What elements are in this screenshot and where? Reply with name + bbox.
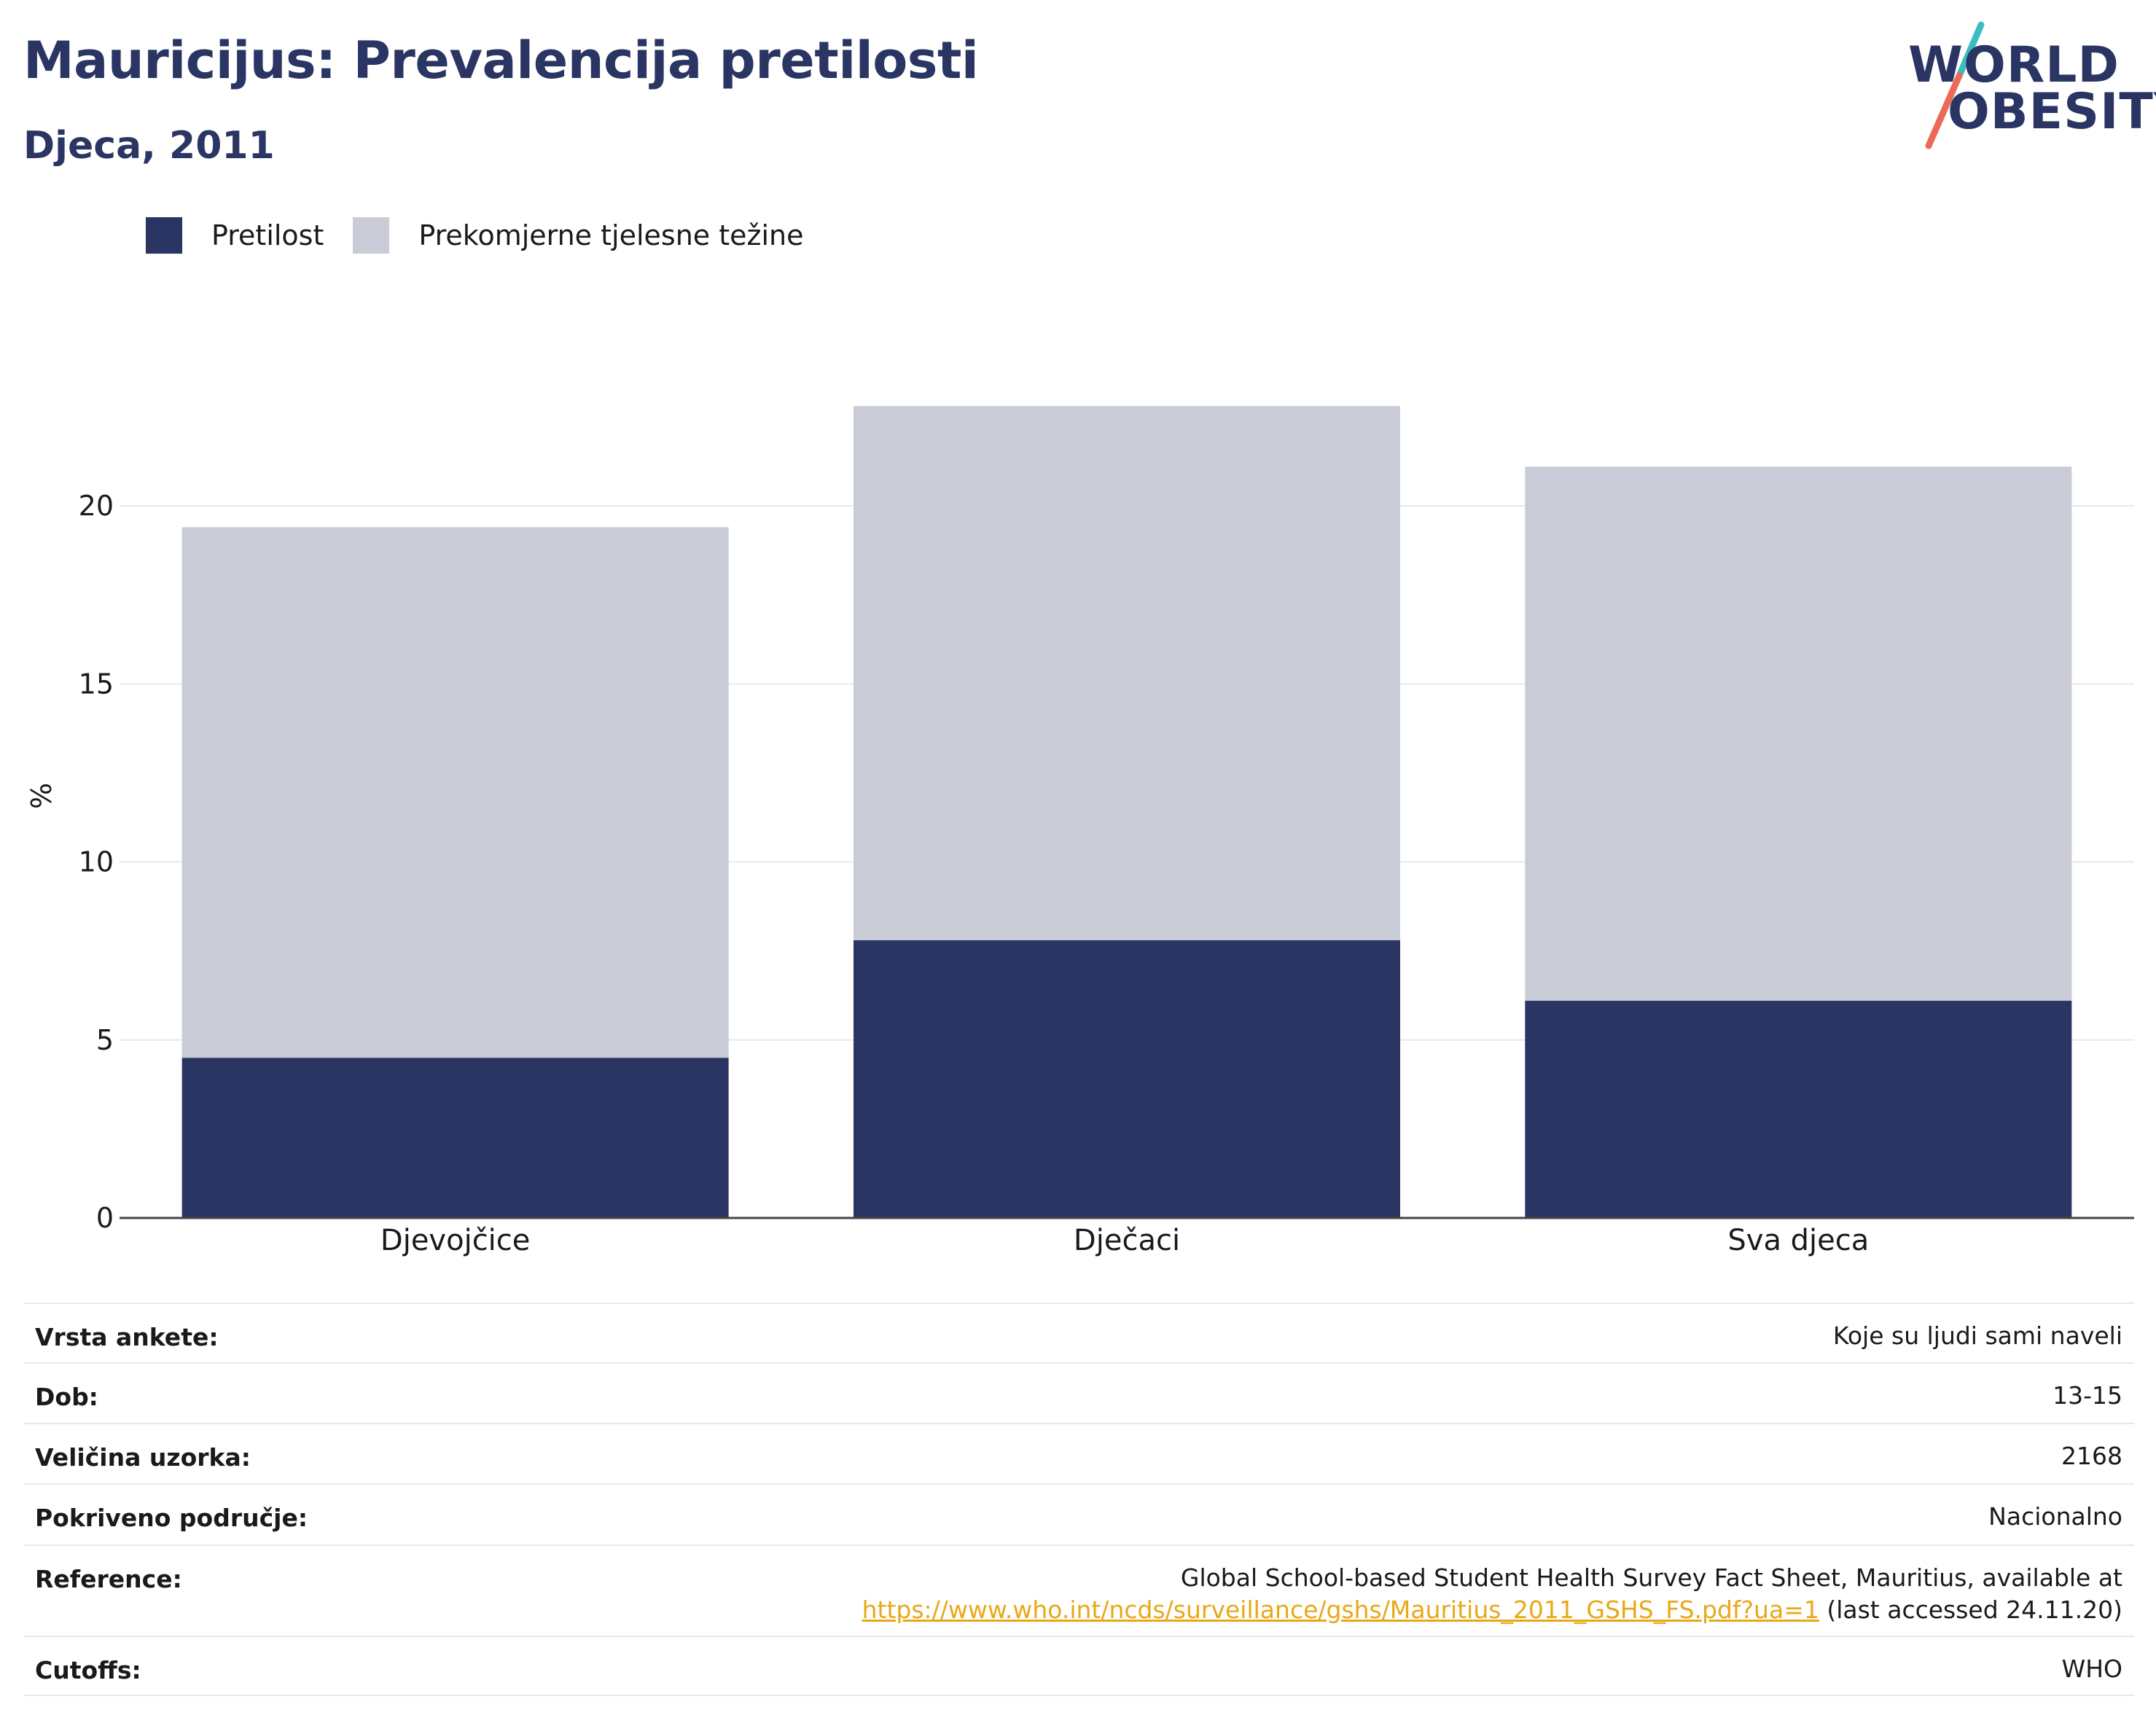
y-axis-label: % [26, 783, 58, 809]
info-row-cutoffs: Cutoffs: WHO [23, 1636, 2134, 1696]
legend-item-obesity[interactable]: Pretilost [146, 217, 324, 254]
info-value-coverage: Nacionalno [1988, 1502, 2122, 1531]
chart-subtitle: Djeca, 2011 [23, 124, 275, 168]
legend-swatch-overweight [353, 217, 390, 254]
info-key-sample-size: Veličina uzorka: [35, 1443, 251, 1472]
info-row-reference: Reference: Global School-based Student H… [23, 1544, 2134, 1636]
chart-title: Mauricijus: Prevalencija pretilosti [23, 31, 979, 90]
y-tick-label: 20 [79, 490, 114, 522]
info-value-age: 13-15 [2053, 1381, 2122, 1410]
reference-text: Global School-based Student Health Surve… [1180, 1563, 2122, 1592]
world-obesity-logo: WORLD OBESITY [1902, 20, 2156, 152]
bar-obesity[interactable] [1525, 1001, 2072, 1218]
y-tick-label: 5 [96, 1024, 114, 1056]
bar-overweight[interactable] [854, 406, 1400, 940]
legend-label-overweight: Prekomjerne tjelesne težine [418, 219, 804, 251]
y-tick-label: 10 [79, 846, 114, 878]
info-value-cutoffs: WHO [2061, 1655, 2122, 1683]
info-row-sample-size: Veličina uzorka: 2168 [23, 1423, 2134, 1483]
bars [181, 406, 2072, 1218]
info-value-sample-size: 2168 [2061, 1442, 2122, 1470]
bar-obesity[interactable] [181, 1058, 729, 1218]
bar-overweight[interactable] [1525, 466, 2072, 1001]
info-row-age: Dob: 13-15 [23, 1362, 2134, 1423]
bar-obesity[interactable] [854, 940, 1400, 1218]
x-category-label: Djevojčice [380, 1224, 531, 1257]
legend-item-overweight[interactable]: Prekomjerne tjelesne težine [353, 217, 804, 254]
reference-accessed: (last accessed 24.11.20) [1827, 1596, 2122, 1624]
logo-text-obesity: OBESITY [1948, 83, 2156, 141]
info-key-reference: Reference: [35, 1565, 182, 1593]
info-row-coverage: Pokriveno područje: Nacionalno [23, 1483, 2134, 1544]
bar-overweight[interactable] [181, 527, 729, 1058]
x-category-label: Dječaci [1074, 1224, 1180, 1257]
logo-text-world: WORLD [1908, 36, 2120, 94]
info-value-reference: Global School-based Student Health Surve… [862, 1562, 2122, 1626]
legend-label-obesity: Pretilost [211, 219, 324, 251]
bar-chart: 0 5 10 15 20% Djevojčice Dječaci Sva djeca [26, 406, 2134, 1257]
chart-legend: Pretilost Prekomjerne tjelesne težine [146, 217, 833, 254]
survey-info-table: Vrsta ankete: Koje su ljudi sami naveli … [23, 1303, 2134, 1696]
info-key-age: Dob: [35, 1383, 98, 1411]
y-tick-label: 0 [96, 1202, 114, 1234]
legend-swatch-obesity [146, 217, 182, 254]
info-key-survey-type: Vrsta ankete: [35, 1323, 219, 1351]
x-category-label: Sva djeca [1727, 1224, 1869, 1257]
logo-slash-icon [1925, 21, 1985, 149]
info-value-survey-type: Koje su ljudi sami naveli [1832, 1321, 2122, 1350]
reference-link[interactable]: https://www.who.int/ncds/surveillance/gs… [862, 1596, 1819, 1624]
axes: 0 5 10 15 20% Djevojčice Dječaci Sva djeca [26, 490, 2134, 1257]
y-tick-label: 15 [79, 668, 114, 700]
info-key-cutoffs: Cutoffs: [35, 1656, 141, 1684]
info-key-coverage: Pokriveno područje: [35, 1504, 308, 1532]
info-row-survey-type: Vrsta ankete: Koje su ljudi sami naveli [23, 1303, 2134, 1362]
